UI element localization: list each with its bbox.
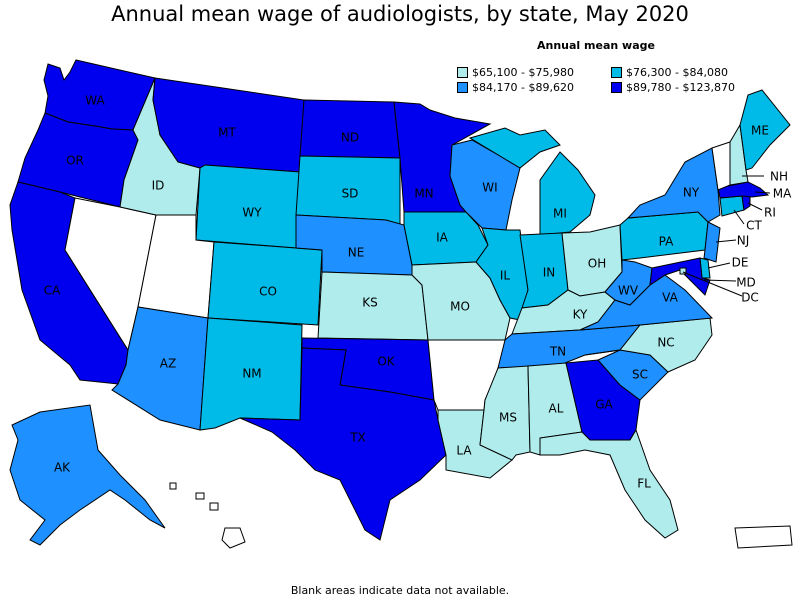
- leader-ma: [754, 191, 771, 194]
- leader-ri: [747, 202, 763, 211]
- label-wy: WY: [242, 206, 262, 220]
- label-la: LA: [456, 444, 472, 458]
- label-ok: OK: [377, 355, 395, 369]
- label-ma: MA: [773, 187, 792, 201]
- label-ny: NY: [683, 186, 700, 200]
- label-nh: NH: [770, 170, 788, 184]
- leader-ct: [733, 209, 745, 225]
- label-id: ID: [152, 179, 165, 193]
- label-il: IL: [500, 269, 511, 283]
- label-wa: WA: [85, 94, 105, 108]
- label-ky: KY: [573, 308, 588, 322]
- legend-label-bin-2: $84,170 - $89,620: [472, 81, 574, 94]
- label-de: DE: [732, 256, 749, 270]
- label-md: MD: [736, 276, 756, 290]
- state-fl[interactable]: [539, 428, 679, 539]
- label-oh: OH: [588, 257, 606, 271]
- state-me[interactable]: [739, 89, 791, 171]
- state-nc[interactable]: [584, 317, 713, 373]
- leader-dc: [682, 271, 743, 297]
- label-nd: ND: [341, 131, 359, 145]
- label-in: IN: [543, 266, 556, 280]
- label-or: OR: [66, 154, 84, 168]
- label-nc: NC: [657, 336, 674, 350]
- label-sd: SD: [342, 187, 359, 201]
- state-ny[interactable]: [626, 147, 721, 223]
- legend-item-bin-3: $89,780 - $123,870: [611, 81, 735, 94]
- label-ks: KS: [362, 296, 378, 310]
- label-dc: DC: [741, 291, 759, 305]
- label-tn: TN: [549, 345, 566, 359]
- label-ca: CA: [44, 284, 61, 298]
- state-nd[interactable]: [299, 99, 401, 159]
- label-me: ME: [751, 124, 769, 138]
- label-ms: MS: [499, 411, 517, 425]
- label-ga: GA: [595, 398, 613, 412]
- state-pr[interactable]: [734, 525, 793, 549]
- label-mo: MO: [450, 300, 470, 314]
- state-md[interactable]: [649, 257, 711, 296]
- label-va: VA: [662, 291, 678, 305]
- footnote: Blank areas indicate data not available.: [290, 584, 510, 597]
- legend-item-bin-0: $65,100 - $75,980: [457, 66, 574, 79]
- label-mn: MN: [414, 187, 433, 201]
- state-tx[interactable]: [239, 347, 447, 541]
- label-ct: CT: [746, 219, 762, 233]
- label-ak: AK: [54, 461, 71, 475]
- leader-de: [707, 262, 731, 269]
- state-ak[interactable]: [9, 404, 166, 546]
- state-ma[interactable]: [717, 181, 770, 199]
- legend-label-bin-0: $65,100 - $75,980: [472, 66, 574, 79]
- legend-label-bin-1: $76,300 - $84,080: [626, 66, 728, 79]
- legend-title: Annual mean wage: [537, 39, 655, 52]
- label-mi: MI: [553, 207, 567, 221]
- legend-item-bin-2: $84,170 - $89,620: [457, 81, 574, 94]
- label-wi: WI: [482, 181, 497, 195]
- label-ri: RI: [764, 206, 776, 220]
- label-az: AZ: [160, 357, 176, 371]
- label-nj: NJ: [737, 234, 750, 248]
- state-hi-small-3[interactable]: [209, 502, 219, 511]
- state-hi-small-2[interactable]: [195, 492, 205, 500]
- label-mt: MT: [218, 126, 236, 140]
- legend-label-bin-3: $89,780 - $123,870: [626, 81, 735, 94]
- label-nm: NM: [242, 367, 261, 381]
- state-hi[interactable]: [221, 527, 246, 549]
- state-mi-upper[interactable]: [468, 127, 561, 169]
- label-tx: TX: [349, 431, 366, 445]
- label-co: CO: [259, 285, 277, 299]
- state-ct[interactable]: [719, 195, 745, 217]
- leader-md: [703, 279, 737, 282]
- label-ne: NE: [348, 246, 365, 260]
- legend-swatch-bin-0: [457, 67, 468, 78]
- state-co[interactable]: [207, 241, 323, 326]
- state-il[interactable]: [475, 227, 529, 321]
- label-al: AL: [549, 402, 564, 416]
- label-sc: SC: [632, 368, 648, 382]
- legend-swatch-bin-3: [611, 82, 622, 93]
- state-mi[interactable]: [539, 151, 596, 236]
- legend-item-bin-1: $76,300 - $84,080: [611, 66, 728, 79]
- label-wv: WV: [618, 284, 639, 298]
- legend-swatch-bin-2: [457, 82, 468, 93]
- label-fl: FL: [637, 477, 651, 491]
- label-ia: IA: [436, 231, 449, 245]
- state-nj[interactable]: [703, 221, 721, 263]
- legend-swatch-bin-1: [611, 67, 622, 78]
- label-pa: PA: [659, 235, 674, 249]
- leader-nj: [715, 239, 737, 243]
- map-title: Annual mean wage of audiologists, by sta…: [111, 2, 689, 26]
- state-hi-small-1[interactable]: [169, 482, 177, 490]
